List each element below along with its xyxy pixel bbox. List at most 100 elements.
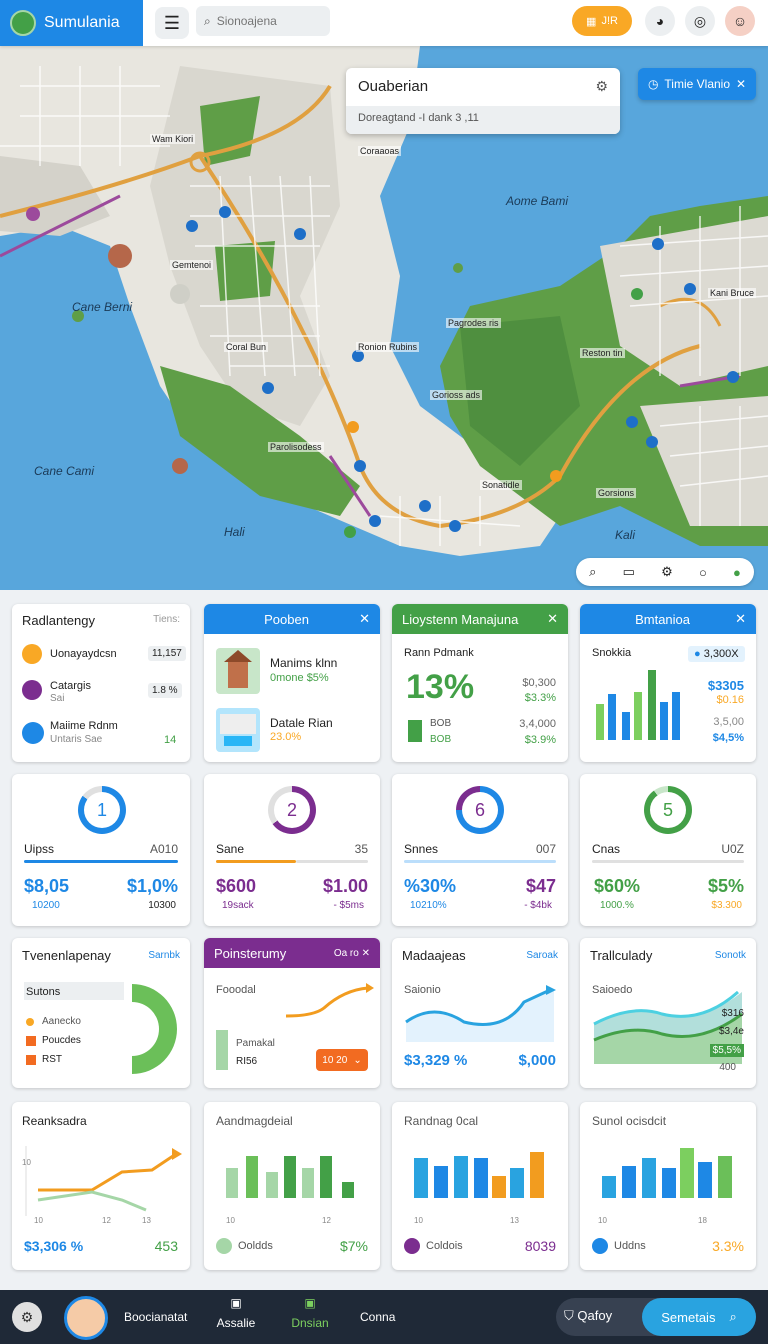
card-randnag: Randnag 0cal 10 13 Coldois 8039 <box>392 1102 568 1270</box>
close-icon[interactable]: ✕ <box>735 611 746 626</box>
card-stat-snnes: 6 Snnes 007 %30% $47 10210% - $4bk <box>392 774 568 926</box>
axis-tick: 12 <box>322 1216 331 1225</box>
axis-tick: 10 <box>34 1216 43 1225</box>
camera-button[interactable]: ◎ <box>685 6 715 36</box>
profile-avatar[interactable] <box>64 1296 108 1340</box>
ring-value: 5 <box>650 792 686 828</box>
close-icon[interactable]: ✕ <box>359 611 370 626</box>
map-view[interactable]: Aome Bami Cane Berni Cane Cami Hali Kali… <box>0 46 768 590</box>
settings-button[interactable]: Semetais ⌕ <box>642 1298 756 1336</box>
range-dropdown[interactable]: 10 20 ⌄ <box>316 1049 368 1071</box>
card-header: Pooben ✕ <box>204 604 380 634</box>
card-aandmagdeial: Aandmagdeial 10 12 Ooldds $7% <box>204 1102 380 1270</box>
avatar-icon: ☺ <box>732 13 748 29</box>
stat-label: Snnes <box>404 842 439 856</box>
stat-right: 35 <box>354 842 368 856</box>
stat-label: Cnas <box>592 842 621 856</box>
place-label: Ronion Rubins <box>356 342 420 352</box>
app-brand[interactable]: Sumulania <box>0 0 143 46</box>
stat-sub: 1000.% <box>600 900 634 911</box>
popup-title: Ouaberian <box>358 78 429 95</box>
place-label: Parolisodess <box>268 442 324 452</box>
big-percent: 13% <box>406 668 475 706</box>
card-stat-uipss: 1 Uipss A010 $8,05 $1,0% 10200 10300 <box>12 774 190 926</box>
line-chart <box>25 1146 182 1216</box>
stat-value: 8039 <box>524 1238 556 1254</box>
card-title: Reanksadra <box>22 1114 87 1128</box>
card-subtitle: Saionio <box>404 984 441 996</box>
item-sub: 23.0% <box>270 731 302 743</box>
card-poinsterumy: Poinsterumy Oa ro ✕ Fooodal Pamakal RI56… <box>204 938 380 1088</box>
axis-tick: 18 <box>698 1216 707 1225</box>
legend-label: BOB <box>430 718 452 729</box>
map-label: Cane Berni <box>72 300 133 314</box>
chart-icon: ▣ <box>304 1296 316 1310</box>
stat-value: $1,0% <box>126 876 178 896</box>
safety-label: Qafoy <box>577 1308 613 1323</box>
timeline-button[interactable]: ◷ Timie Vlanio ✕ <box>638 68 756 100</box>
gear-button[interactable]: ⚙ <box>12 1302 42 1332</box>
gear-icon: ⚙ <box>20 1308 34 1325</box>
gear-icon[interactable]: ⚙ <box>661 564 673 579</box>
card-pooben: Pooben ✕ Manims klnn 0mone $5% Datale Ri… <box>204 604 380 762</box>
map-toolbar: ⌕ ▭ ⚙ ○ ● <box>576 558 754 586</box>
stat-value: $0,300 <box>522 677 556 689</box>
nav-item-dnsian[interactable]: ▣ Dnsian <box>284 1296 336 1330</box>
stat-value: 3.3% <box>712 1238 744 1254</box>
app-name: Sumulania <box>44 14 120 31</box>
stat-value: 3,4,000 <box>519 718 556 730</box>
location-popup[interactable]: Ouaberian ⚙ Doreagtand -I dank 3 ,11 <box>346 68 620 134</box>
circle-icon[interactable]: ○ <box>698 564 707 580</box>
zoom-icon[interactable]: ⌕ <box>589 564 597 579</box>
stat-sub: 10300 <box>148 900 176 911</box>
settings-icon[interactable]: ⚙ <box>595 78 608 94</box>
legend-swatch <box>26 1055 36 1065</box>
axis-tick: 10 <box>414 1216 423 1225</box>
legend-label: Aanecko <box>42 1016 81 1027</box>
coin-icon <box>404 1238 420 1254</box>
status-pill[interactable]: ▦ J!R <box>572 6 632 36</box>
nav-item-conna[interactable]: Conna <box>360 1310 396 1324</box>
legend-label: Pamakal <box>236 1038 275 1049</box>
axis-tick: 13 <box>142 1216 151 1225</box>
card-tag: Saroak <box>526 950 558 961</box>
badge-icon <box>22 680 42 700</box>
timeline-label: Timie Vlanio <box>664 77 730 91</box>
nav-item-assalie[interactable]: ▣ Assalie <box>214 1296 258 1330</box>
item-value: 11,157 <box>148 646 186 661</box>
search-box[interactable]: ⌕ <box>196 6 330 36</box>
popup-subtitle: Doreagtand -I dank 3 ,11 <box>346 106 620 134</box>
card-title: Poinsterumy <box>214 945 287 961</box>
card-title: Bmtanioa <box>635 611 690 627</box>
face-button[interactable]: ◕ <box>645 6 675 36</box>
house-image <box>216 648 260 694</box>
card-subtitle: Fooodal <box>216 984 256 996</box>
sub-header-bg <box>24 982 124 1000</box>
map-label: Hali <box>224 525 245 539</box>
card-title: Sunol ocisdcit <box>592 1114 667 1128</box>
shield-icon: ⛉ <box>564 1308 574 1323</box>
icon-label: Coldois <box>426 1240 463 1252</box>
card-tag: Sarnbk <box>148 950 180 961</box>
stat-value: $316 <box>721 1008 744 1019</box>
layers-icon[interactable]: ▭ <box>622 564 635 579</box>
search-input[interactable] <box>216 14 307 28</box>
menu-button[interactable]: ☰ <box>155 7 189 39</box>
user-avatar[interactable]: ☺ <box>725 6 755 36</box>
action-group: ⛉ Qafoy Semetais ⌕ <box>556 1298 756 1336</box>
safety-button[interactable]: ⛉ Qafoy <box>564 1308 612 1324</box>
legend-swatch <box>408 720 422 742</box>
card-tag-label: Oa ro <box>333 947 359 959</box>
close-icon[interactable]: ✕ <box>547 611 558 626</box>
card-header: Bmtanioa ✕ <box>580 604 756 634</box>
profile-name[interactable]: Boocianatat <box>124 1310 188 1324</box>
status-pill-label: J!R <box>601 15 618 27</box>
nav-label: Assalie <box>216 1316 256 1330</box>
stat-value: $4,5% <box>712 732 744 744</box>
value-pill: ● 3,300X <box>688 646 745 662</box>
stat-value: $,000 <box>518 1052 556 1069</box>
close-icon[interactable]: ✕ <box>736 77 747 91</box>
check-icon[interactable]: ● <box>733 564 741 580</box>
card-title: Trallculady <box>590 948 653 963</box>
close-icon[interactable]: ✕ <box>361 947 370 959</box>
